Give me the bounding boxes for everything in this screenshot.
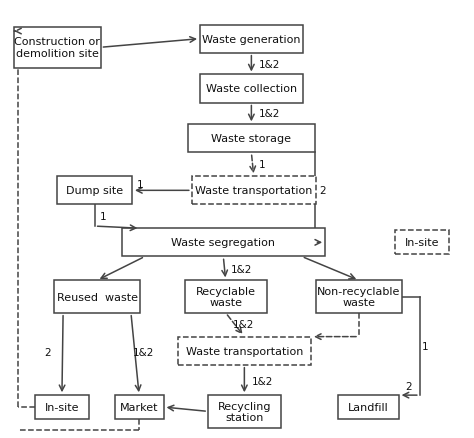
Text: 1&2: 1&2 xyxy=(230,265,252,275)
FancyBboxPatch shape xyxy=(188,125,315,153)
Text: 2: 2 xyxy=(319,186,326,196)
Text: In-site: In-site xyxy=(405,238,439,248)
Text: 1&2: 1&2 xyxy=(258,60,280,69)
Text: 2: 2 xyxy=(45,347,51,357)
Text: Landfill: Landfill xyxy=(348,402,389,412)
FancyBboxPatch shape xyxy=(54,281,140,313)
Text: Waste collection: Waste collection xyxy=(206,84,297,94)
Text: Waste segregation: Waste segregation xyxy=(171,238,275,248)
FancyBboxPatch shape xyxy=(115,395,164,419)
Text: Dump site: Dump site xyxy=(66,186,123,196)
FancyBboxPatch shape xyxy=(192,177,316,205)
Text: Construction or
demolition site: Construction or demolition site xyxy=(14,37,100,59)
Text: 1: 1 xyxy=(137,180,144,189)
FancyBboxPatch shape xyxy=(35,395,89,419)
Text: 1&2: 1&2 xyxy=(133,347,155,357)
Text: 1: 1 xyxy=(258,160,265,170)
Text: Reused  waste: Reused waste xyxy=(56,292,137,302)
FancyBboxPatch shape xyxy=(178,337,311,365)
Text: Waste transportation: Waste transportation xyxy=(186,346,303,356)
FancyBboxPatch shape xyxy=(200,25,303,53)
Text: 1&2: 1&2 xyxy=(251,376,273,386)
Text: Waste storage: Waste storage xyxy=(211,134,292,144)
Text: In-site: In-site xyxy=(45,402,79,412)
FancyBboxPatch shape xyxy=(57,177,132,205)
FancyBboxPatch shape xyxy=(185,281,266,313)
FancyBboxPatch shape xyxy=(200,75,303,103)
FancyBboxPatch shape xyxy=(338,395,399,419)
Text: 1&2: 1&2 xyxy=(233,319,254,329)
FancyBboxPatch shape xyxy=(395,231,449,254)
FancyBboxPatch shape xyxy=(316,281,402,313)
Text: 1: 1 xyxy=(422,341,429,351)
Text: 1&2: 1&2 xyxy=(258,109,280,119)
FancyBboxPatch shape xyxy=(14,28,100,69)
Text: Market: Market xyxy=(120,402,158,412)
FancyBboxPatch shape xyxy=(121,229,325,257)
Text: Recyclable
waste: Recyclable waste xyxy=(196,286,255,307)
Text: Waste transportation: Waste transportation xyxy=(195,186,312,196)
Text: Recycling
station: Recycling station xyxy=(218,401,271,422)
Text: 2: 2 xyxy=(405,381,411,392)
Text: Non-recyclable
waste: Non-recyclable waste xyxy=(317,286,401,307)
Text: Waste generation: Waste generation xyxy=(202,35,301,45)
FancyBboxPatch shape xyxy=(208,395,281,427)
Text: 1: 1 xyxy=(100,212,106,222)
